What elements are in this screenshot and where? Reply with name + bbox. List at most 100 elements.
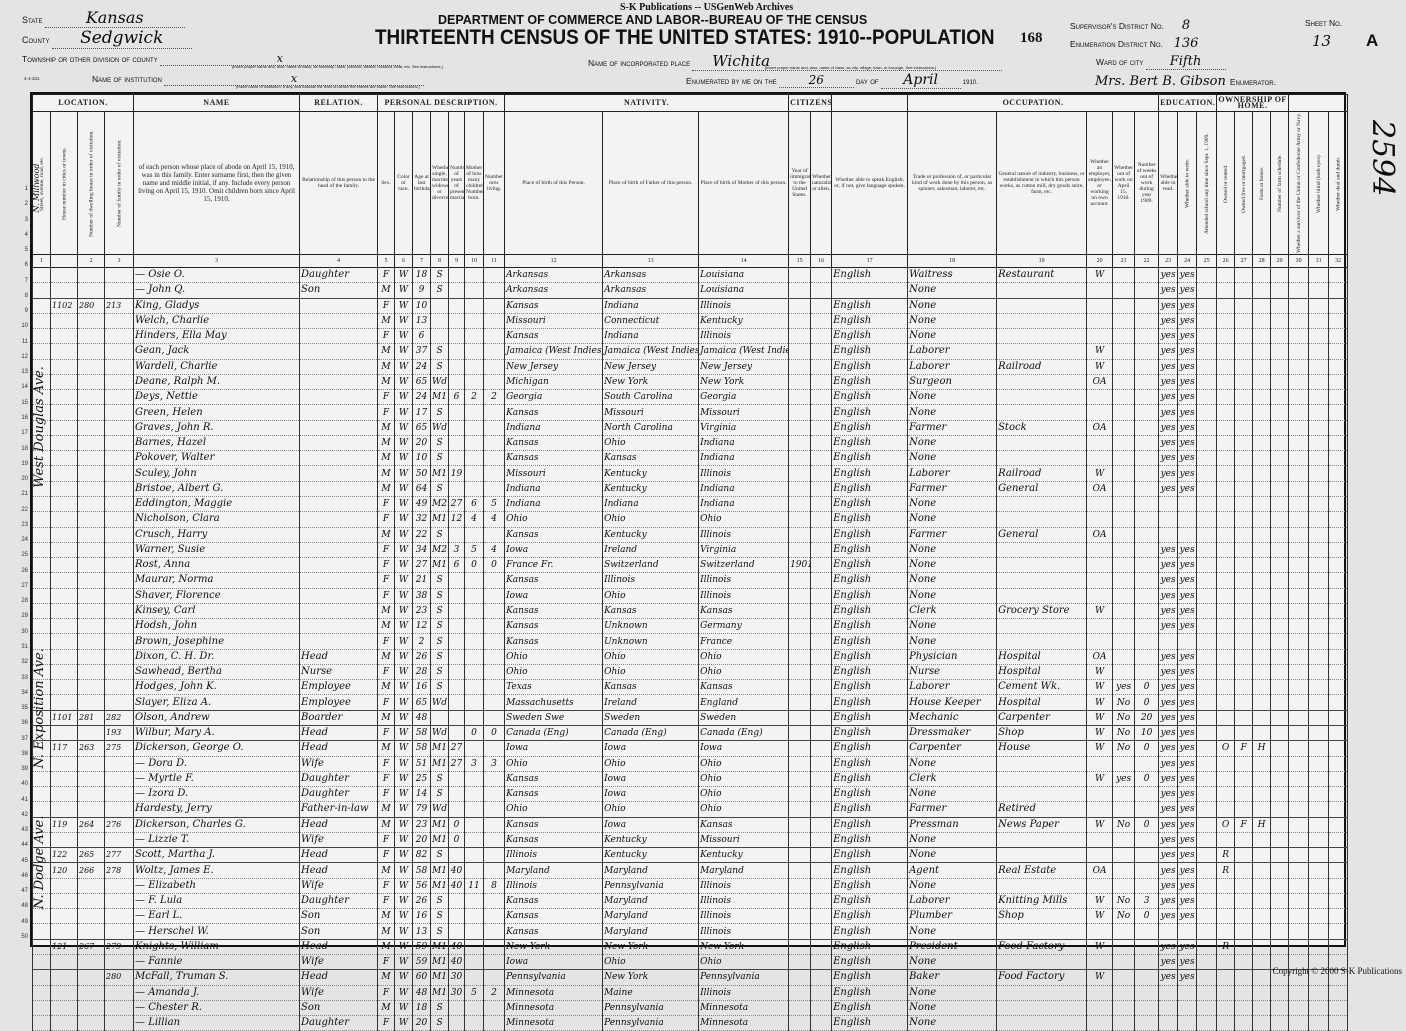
immigration-year-cell (788, 374, 812, 391)
color-cell: W (394, 756, 414, 772)
children-born-cell (464, 282, 485, 299)
line-number: 35 (21, 705, 28, 712)
owned-free-mortgaged-cell (1234, 527, 1254, 543)
person-name-cell: Shaver, Florence (133, 588, 301, 604)
employment-class-cell (1086, 435, 1114, 452)
veteran-cell (1288, 817, 1310, 833)
children-living-cell (483, 298, 506, 314)
sex-cell: F (377, 588, 396, 604)
sex-cell: M (377, 939, 396, 955)
family-number-cell (103, 328, 135, 345)
language-cell: English (831, 771, 909, 788)
farm-schedule-cell (1270, 985, 1290, 1001)
person-name-cell: — Chester R. (133, 1000, 301, 1017)
language-cell: English (831, 801, 909, 818)
naturalization-cell (810, 343, 833, 360)
years-married-cell (448, 679, 466, 696)
farm-schedule-cell (1270, 679, 1290, 696)
mother-birthplace-cell: Illinois (698, 908, 790, 925)
occupation-cell: Nurse (907, 664, 998, 681)
person-name-cell: Gean, Jack (133, 343, 301, 360)
naturalization-cell (810, 817, 833, 833)
can-read-cell (1158, 923, 1179, 940)
birthplace-cell: Massachusetts (504, 694, 604, 711)
years-married-cell (448, 725, 466, 742)
father-birthplace-cell: New York (602, 939, 700, 955)
school-cell (1196, 1000, 1218, 1017)
children-born-cell (464, 267, 485, 284)
can-read-cell (1158, 1000, 1179, 1017)
children-living-cell (483, 817, 506, 833)
veteran-cell (1288, 771, 1310, 788)
person-name-cell: — John Q. (133, 282, 301, 299)
line-number: 22 (21, 506, 28, 513)
age-cell: 65 (412, 420, 432, 436)
line-number: 24 (21, 537, 28, 544)
farm-or-house-cell (1252, 679, 1272, 696)
can-read-cell: yes (1158, 847, 1179, 864)
weeks-out-of-work-cell (1134, 832, 1160, 849)
dwelling-number-cell: 265 (77, 847, 105, 864)
farm-or-house-cell (1252, 359, 1272, 375)
can-write-cell: yes (1177, 298, 1198, 314)
mother-birthplace-cell: France (698, 633, 790, 650)
farm-schedule-cell (1270, 893, 1290, 910)
dwelling-number-cell (77, 420, 105, 436)
house-number-cell (50, 420, 78, 436)
age-cell: 51 (412, 756, 432, 772)
can-read-cell: yes (1158, 710, 1179, 726)
family-number-cell (103, 832, 135, 849)
years-married-cell (448, 282, 466, 299)
farm-or-house-cell (1252, 756, 1272, 772)
person-name-cell: — Earl L. (133, 908, 301, 925)
column-number: 31 (1308, 254, 1330, 269)
home-owned-rented-cell (1216, 618, 1236, 635)
industry-cell (996, 313, 1088, 330)
can-write-cell (1177, 496, 1198, 513)
house-number-cell: 120 (50, 862, 78, 879)
dwelling-number-cell (77, 465, 105, 482)
mother-birthplace-cell: Louisiana (698, 267, 790, 284)
person-name-cell: Bristoe, Albert G. (133, 481, 301, 498)
owned-free-mortgaged-cell (1234, 633, 1254, 650)
relation-cell (299, 603, 379, 620)
naturalization-cell (810, 786, 833, 803)
owned-free-mortgaged-cell (1234, 1000, 1254, 1017)
years-married-cell (448, 801, 466, 818)
father-birthplace-cell: Maryland (602, 893, 700, 910)
column-number: 27 (1234, 254, 1254, 269)
line-number: 20 (21, 476, 28, 483)
census-row: — Myrtle F. Daughter F W 25 S Kansas Iowa Ohio En… (32, 771, 1349, 788)
occupation-cell: Clerk (907, 603, 998, 620)
children-born-cell (464, 618, 485, 635)
school-cell (1196, 572, 1218, 589)
house-number-cell (50, 435, 78, 452)
weeks-out-of-work-cell (1134, 786, 1160, 803)
age-cell: 13 (412, 923, 432, 940)
deaf-dumb-cell (1328, 878, 1349, 894)
veteran-cell (1288, 862, 1310, 879)
color-cell: W (394, 923, 414, 940)
weeks-out-of-work-cell (1134, 847, 1160, 864)
state-field: State Kansas (22, 8, 185, 28)
veteran-cell (1288, 572, 1310, 589)
farm-schedule-cell (1270, 572, 1290, 589)
occupation-cell: Clerk (907, 771, 998, 788)
home-owned-rented-cell (1216, 893, 1236, 910)
house-number-cell (50, 923, 78, 940)
marital-status-cell: S (430, 908, 450, 925)
weeks-out-of-work-cell (1134, 572, 1160, 589)
dwelling-number-cell (77, 450, 105, 467)
family-number-cell (103, 282, 135, 299)
employment-class-cell (1086, 801, 1114, 818)
deaf-dumb-cell (1328, 649, 1349, 665)
family-number-cell (103, 694, 135, 711)
can-read-cell: yes (1158, 969, 1179, 986)
column-number: 24 (1177, 254, 1198, 269)
can-read-cell: yes (1158, 435, 1179, 452)
state-label: State (22, 15, 43, 25)
birthplace-cell: Kansas (504, 893, 604, 910)
birthplace-cell: Sweden Swe (504, 710, 604, 726)
institution-label: Name of institution (92, 74, 162, 84)
house-number-cell (50, 786, 78, 803)
